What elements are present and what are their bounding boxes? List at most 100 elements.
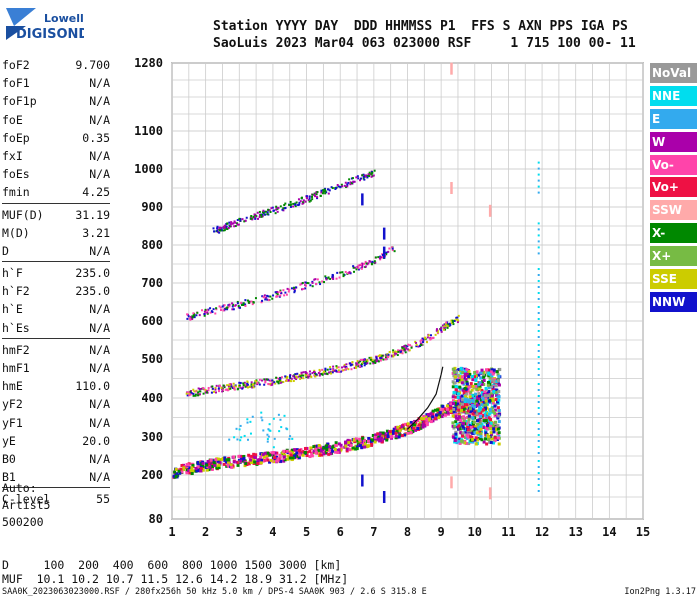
- data-point: [491, 372, 495, 376]
- data-point: [307, 375, 310, 378]
- data-point: [486, 381, 490, 385]
- data-point: [415, 424, 419, 428]
- data-point: [374, 438, 378, 442]
- data-point: [251, 415, 254, 418]
- data-point: [492, 441, 496, 445]
- data-point: [317, 443, 321, 447]
- data-point: [537, 191, 540, 194]
- data-point: [319, 373, 322, 376]
- data-point: [312, 445, 316, 449]
- data-point: [326, 368, 329, 371]
- data-point: [249, 420, 252, 423]
- data-point: [360, 364, 363, 367]
- data-point: [275, 376, 278, 379]
- data-point: [243, 220, 246, 223]
- data-point: [390, 429, 394, 433]
- data-point: [301, 201, 304, 204]
- data-point: [379, 256, 382, 259]
- data-point: [454, 415, 458, 419]
- param-row: B0 N/A: [2, 450, 110, 468]
- data-point: [537, 228, 540, 231]
- data-point: [444, 326, 447, 329]
- x-tick-label: 14: [602, 525, 616, 539]
- data-point: [217, 390, 220, 393]
- data-point: [349, 443, 353, 447]
- data-point: [244, 303, 247, 306]
- data-point: [440, 412, 444, 416]
- data-point: [341, 369, 344, 372]
- data-point: [291, 437, 294, 440]
- data-point: [377, 256, 380, 259]
- data-point: [471, 403, 475, 407]
- data-point: [474, 425, 478, 429]
- data-point: [414, 340, 417, 343]
- marker-tick: [450, 182, 453, 194]
- data-point: [490, 406, 494, 410]
- data-point: [441, 406, 445, 410]
- marker-tick: [450, 476, 453, 489]
- data-point: [176, 473, 180, 477]
- param-row: foF2 9.700: [2, 56, 110, 74]
- data-point: [223, 304, 226, 307]
- data-point: [471, 416, 475, 420]
- data-point: [225, 225, 228, 228]
- data-point: [279, 377, 282, 380]
- data-point: [459, 375, 463, 379]
- data-point: [268, 453, 272, 457]
- data-point: [456, 321, 459, 324]
- data-point: [457, 410, 461, 414]
- data-point: [207, 386, 210, 389]
- data-point: [350, 368, 353, 371]
- data-point: [469, 423, 473, 427]
- data-point: [465, 382, 469, 386]
- data-point: [313, 192, 316, 195]
- data-point: [219, 226, 222, 229]
- param-label: hmE: [2, 379, 23, 394]
- data-point: [246, 383, 249, 386]
- data-point: [434, 333, 437, 336]
- data-point: [217, 387, 220, 390]
- data-point: [263, 454, 267, 458]
- param-value: 3.21: [82, 225, 110, 240]
- data-point: [204, 308, 207, 311]
- data-point: [377, 355, 380, 358]
- data-point: [243, 464, 247, 468]
- data-point: [252, 301, 255, 304]
- data-point: [322, 446, 326, 450]
- data-point: [452, 433, 456, 437]
- data-point: [359, 444, 363, 448]
- data-point: [455, 379, 459, 383]
- data-point: [269, 295, 272, 298]
- data-point: [370, 262, 373, 265]
- data-point: [247, 301, 250, 304]
- data-point: [337, 448, 341, 452]
- data-point: [383, 432, 387, 436]
- data-point: [185, 471, 189, 475]
- data-point: [397, 435, 401, 439]
- data-point: [481, 425, 485, 429]
- data-point: [303, 451, 307, 455]
- data-point: [213, 230, 216, 233]
- data-point: [391, 430, 395, 434]
- data-point: [270, 207, 273, 210]
- data-point: [482, 440, 486, 444]
- data-point: [274, 382, 277, 385]
- data-point: [275, 208, 278, 211]
- data-point: [489, 431, 493, 435]
- data-point: [366, 362, 369, 365]
- data-point: [537, 173, 540, 176]
- data-point: [298, 453, 302, 457]
- data-point: [295, 286, 298, 289]
- data-point: [290, 448, 294, 452]
- data-point: [197, 391, 200, 394]
- data-point: [471, 431, 475, 435]
- data-point: [395, 352, 398, 355]
- data-point: [495, 393, 499, 397]
- data-point: [482, 375, 486, 379]
- data-point: [211, 464, 215, 468]
- data-point: [385, 429, 389, 433]
- data-point: [497, 442, 501, 446]
- data-point: [279, 290, 282, 293]
- data-point: [453, 401, 457, 405]
- data-point: [537, 252, 540, 255]
